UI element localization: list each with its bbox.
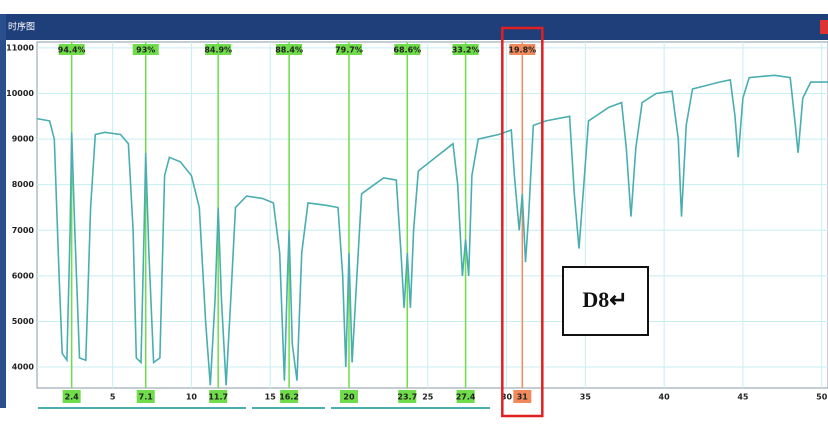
y-tick-label: 4000 [12,363,35,372]
marker-x-box [62,390,81,403]
marker-x-label: 16.2 [279,393,299,402]
left-border [0,14,6,408]
marker-label-box [335,44,362,55]
x-tick-label: 15 [265,393,277,402]
close-button[interactable] [820,20,828,34]
marker-x-label: 11.7 [208,393,228,402]
marker-x-box [280,390,299,403]
x-tick-label: 25 [422,393,434,402]
marker-x-box [339,390,358,403]
marker-label: 94.4% [58,46,86,55]
marker-label-box [132,44,159,55]
window-title: 时序图 [8,21,35,33]
marker-label: 19.8% [508,46,536,55]
annotation: D8↵ [582,287,627,312]
x-tick-label: 50 [816,393,828,402]
marker-label-box [394,44,421,55]
x-tick-label: 45 [737,393,749,402]
x-tick-label: 30 [501,393,513,402]
marker-label: 84.9% [204,46,232,55]
marker-x-box [209,390,228,403]
marker-label-box [276,44,303,55]
x-tick-label: 40 [659,393,671,402]
y-tick-label: 5000 [12,317,35,326]
y-tick-label: 7000 [12,226,35,235]
x-tick-label: 35 [580,393,592,402]
marker-x-box [398,390,417,403]
marker-label-box [58,44,85,55]
title-bar [0,14,828,40]
x-tick-label: 5 [110,393,116,402]
y-tick-label: 6000 [12,271,35,280]
marker-x-label: 23.7 [397,393,417,402]
marker-x-label: 20 [343,393,355,402]
y-tick-label: 10000 [6,89,34,98]
y-tick-label: 11000 [6,43,34,52]
marker-x-box [456,390,475,403]
marker-label-box [452,44,479,55]
marker-label-box [509,44,536,55]
marker-x-box [136,390,155,403]
marker-label: 33.2% [452,46,480,55]
marker-x-label: 2.4 [65,393,80,402]
marker-label: 68.6% [393,46,421,55]
marker-label: 93% [136,46,155,55]
x-tick-label: 10 [186,393,198,402]
marker-label-box [205,44,232,55]
plot-area [36,41,828,389]
annotation-box [562,266,649,336]
marker-label: 88.4% [275,46,303,55]
marker-x-label: 31 [517,393,529,402]
signal-line [36,74,828,386]
marker-x-label: 7.1 [139,393,154,402]
marker-x-box [513,390,532,403]
marker-label: 79.7% [335,46,363,55]
highlight-box [501,26,544,418]
y-tick-label: 8000 [12,180,35,189]
y-tick-label: 9000 [12,135,35,144]
marker-x-label: 27.4 [456,393,476,402]
